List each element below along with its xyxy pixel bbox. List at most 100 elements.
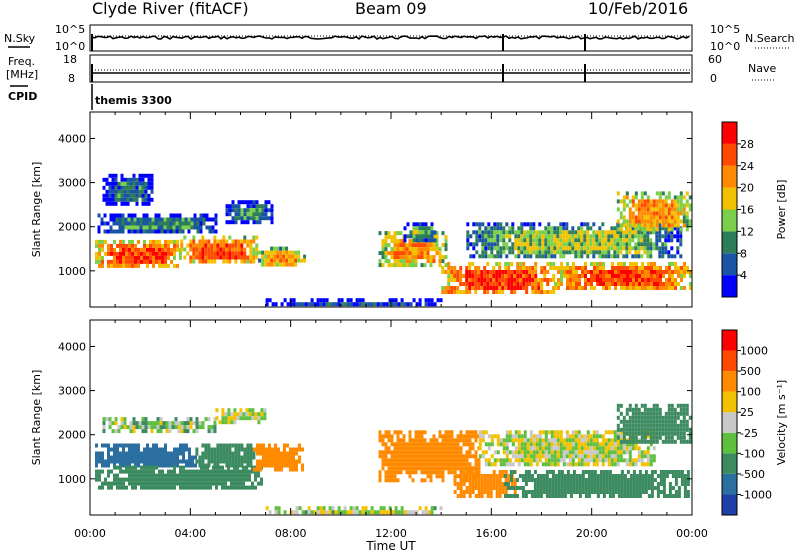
range-time-cell xyxy=(384,474,388,479)
range-time-cell xyxy=(616,423,620,428)
range-time-cell xyxy=(602,282,605,286)
range-time-cell xyxy=(113,455,116,460)
range-time-cell xyxy=(453,286,457,290)
range-time-cell xyxy=(584,286,587,290)
range-time-cell xyxy=(577,242,581,247)
range-time-cell xyxy=(143,451,146,456)
range-time-cell xyxy=(628,238,632,243)
range-time-cell xyxy=(231,451,235,456)
range-time-cell xyxy=(688,207,692,212)
range-time-cell xyxy=(628,199,632,204)
range-time-cell xyxy=(553,230,557,235)
range-time-cell xyxy=(423,243,427,248)
range-time-cell xyxy=(673,415,677,420)
range-time-cell xyxy=(498,494,502,498)
range-time-cell xyxy=(249,255,253,260)
range-time-cell xyxy=(581,286,584,290)
range-time-cell xyxy=(531,278,535,282)
range-time-cell xyxy=(616,403,620,408)
range-time-cell xyxy=(195,255,199,260)
range-time-cell xyxy=(568,438,572,443)
range-time-cell xyxy=(520,446,524,451)
range-time-cell xyxy=(683,266,686,270)
range-time-cell xyxy=(646,434,650,439)
range-time-cell xyxy=(631,435,635,440)
range-time-cell xyxy=(622,439,626,444)
range-time-cell xyxy=(166,225,170,230)
range-time-cell xyxy=(112,229,116,234)
range-time-cell xyxy=(193,217,197,222)
range-time-cell xyxy=(384,446,388,451)
range-time-cell xyxy=(267,200,271,205)
range-time-cell xyxy=(242,469,245,474)
range-time-cell xyxy=(611,262,614,266)
range-time-cell xyxy=(257,469,260,474)
range-time-cell xyxy=(661,419,665,424)
range-time-cell xyxy=(562,222,566,227)
range-time-cell xyxy=(670,254,674,259)
range-time-cell xyxy=(587,474,591,478)
range-time-cell xyxy=(447,462,451,467)
range-time-cell xyxy=(526,458,530,463)
range-time-cell xyxy=(210,455,214,460)
range-time-cell xyxy=(119,485,122,490)
range-time-cell xyxy=(590,282,593,286)
range-time-cell xyxy=(477,482,481,486)
range-time-cell xyxy=(520,242,524,247)
range-time-cell xyxy=(625,439,629,444)
range-time-cell xyxy=(689,282,692,286)
range-time-cell xyxy=(138,181,142,186)
range-time-cell xyxy=(560,266,563,270)
range-time-cell xyxy=(478,226,482,231)
range-time-cell xyxy=(239,408,243,413)
range-time-cell xyxy=(637,427,641,432)
range-time-cell xyxy=(625,407,629,412)
range-time-cell xyxy=(468,286,472,290)
range-time-cell xyxy=(225,208,229,213)
range-time-cell xyxy=(532,458,536,463)
range-time-cell xyxy=(435,446,439,451)
range-time-cell xyxy=(670,423,674,428)
range-time-cell xyxy=(164,463,167,468)
range-time-cell xyxy=(190,217,194,222)
range-time-cell xyxy=(271,459,274,464)
range-time-cell xyxy=(468,490,472,494)
range-time-cell xyxy=(653,274,656,278)
range-time-cell xyxy=(396,263,400,268)
range-time-cell xyxy=(532,438,536,443)
range-time-cell xyxy=(604,430,608,435)
range-time-cell xyxy=(541,442,545,447)
range-time-cell xyxy=(547,222,551,227)
range-time-cell xyxy=(583,250,587,255)
range-time-cell xyxy=(638,470,642,474)
range-time-cell xyxy=(221,481,224,486)
range-time-cell xyxy=(599,474,603,478)
range-time-cell xyxy=(613,238,617,243)
range-time-cell xyxy=(560,470,564,474)
range-time-cell xyxy=(658,411,662,416)
range-time-cell xyxy=(396,239,400,244)
range-time-cell xyxy=(563,478,567,482)
range-time-cell xyxy=(420,434,424,439)
range-time-cell xyxy=(116,485,119,490)
range-time-cell xyxy=(637,254,641,259)
range-time-cell xyxy=(572,278,575,282)
range-time-cell xyxy=(539,486,543,490)
range-time-cell xyxy=(177,421,181,426)
range-time-cell xyxy=(580,450,584,455)
range-time-cell xyxy=(352,302,356,307)
range-time-cell xyxy=(243,212,247,217)
range-time-cell xyxy=(640,242,644,247)
range-time-cell xyxy=(128,473,131,478)
range-time-cell xyxy=(569,274,572,278)
range-time-cell xyxy=(108,185,112,190)
range-time-cell xyxy=(236,477,239,482)
range-time-cell xyxy=(638,286,641,290)
range-time-cell xyxy=(295,463,298,468)
range-time-cell xyxy=(384,462,388,467)
range-time-cell xyxy=(510,274,514,278)
range-time-cell xyxy=(616,207,620,212)
range-time-cell xyxy=(213,259,217,264)
range-time-cell xyxy=(151,229,155,234)
range-time-cell xyxy=(114,201,118,206)
